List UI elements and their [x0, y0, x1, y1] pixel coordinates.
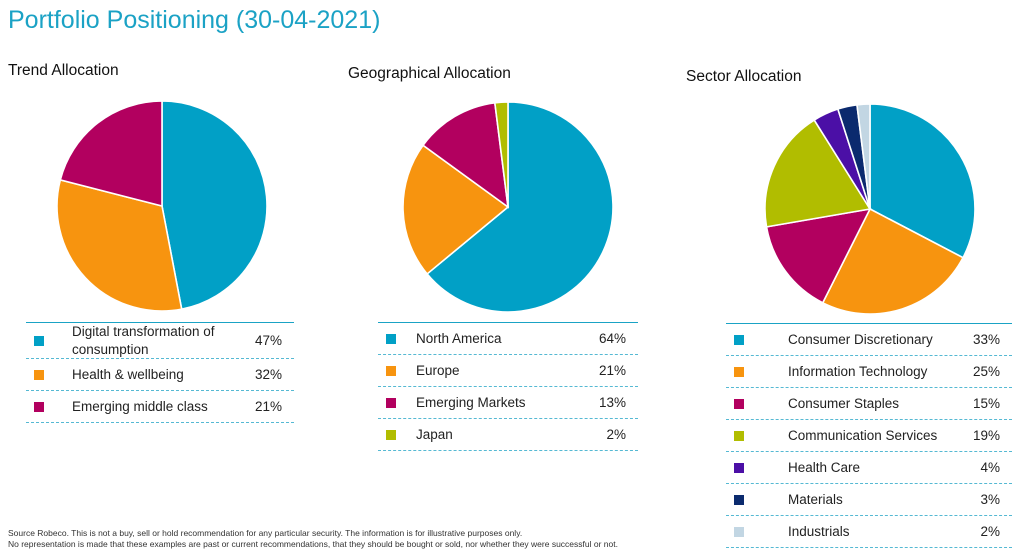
legend-label: Europe: [416, 362, 460, 378]
legend-swatch: [734, 462, 744, 473]
legend-label: Materials: [788, 491, 843, 507]
legend-value: 3%: [980, 492, 1000, 507]
legend-row: Information Technology 25%: [726, 356, 1012, 388]
pie-slice-consumer-staples: [765, 207, 872, 304]
pie-slice-emerging-middle-class: [59, 100, 163, 208]
legend-value: 21%: [598, 363, 626, 378]
legend-value: 19%: [972, 428, 1000, 443]
legend-label: Emerging middle class: [72, 398, 208, 414]
pie-slice-digital-transformation-of-consumption: [161, 100, 268, 311]
legend-value: 2%: [606, 427, 626, 442]
legend-swatch: [734, 430, 744, 441]
legend-swatch: [734, 398, 744, 409]
pie-slice-emerging-markets: [421, 101, 510, 209]
disclaimer-line-1: Source Robeco. This is not a buy, sell o…: [8, 528, 523, 538]
legend-label: Information Technology: [788, 363, 928, 379]
legend-label: Health Care: [788, 459, 861, 475]
pie-slice-north-america: [425, 101, 614, 313]
legend-swatch: [386, 365, 396, 376]
legend-value: 15%: [972, 396, 1000, 411]
legend-value: 32%: [254, 367, 282, 382]
sector-allocation-title: Sector Allocation: [686, 68, 802, 85]
legend-label: Consumer Staples: [788, 395, 900, 411]
legend-swatch: [386, 429, 396, 440]
legend-row: Digital transformation of consumption 47%: [26, 323, 294, 359]
legend-label: Digital transformation of consumption: [72, 323, 215, 357]
legend-swatch: [34, 369, 44, 380]
legend-swatch: [734, 366, 744, 377]
legend-swatch: [734, 334, 744, 345]
legend-row: Communication Services 19%: [726, 420, 1012, 452]
legend-label: North America: [416, 330, 502, 346]
legend-swatch: [34, 401, 44, 412]
legend-swatch: [734, 494, 744, 505]
legend-label: Emerging Markets: [416, 394, 526, 410]
disclaimer-line-2: No representation is made that these exa…: [8, 539, 618, 549]
legend-row: Japan 2%: [378, 419, 638, 451]
legend-swatch: [386, 333, 396, 344]
sector-allocation-legend: Consumer Discretionary 33% Information Tec…: [726, 323, 1012, 548]
page-title: Portfolio Positioning (30-04-2021): [8, 6, 381, 34]
legend-row: North America 64%: [378, 323, 638, 355]
legend-row: Consumer Discretionary 33%: [726, 324, 1012, 356]
legend-label: Industrials: [788, 523, 850, 539]
trend-allocation-legend: Digital transformation of consumption 47%…: [26, 322, 294, 423]
pie-slice-health-wellbeing: [56, 178, 183, 312]
legend-row: Emerging Markets 13%: [378, 387, 638, 419]
trend-allocation-title: Trend Allocation: [8, 62, 119, 79]
legend-row: Materials 3%: [726, 484, 1012, 516]
legend-value: 4%: [980, 460, 1000, 475]
legend-swatch: [34, 335, 44, 346]
pie-slice-consumer-discretionary: [869, 103, 976, 259]
legend-label: Consumer Discretionary: [788, 331, 933, 347]
legend-swatch: [734, 526, 744, 537]
disclaimer: Source Robeco. This is not a buy, sell o…: [8, 528, 618, 550]
geographical-allocation-pie: [402, 101, 614, 313]
legend-label: Communication Services: [788, 427, 938, 443]
legend-value: 33%: [972, 332, 1000, 347]
legend-value: 2%: [980, 524, 1000, 539]
pie-slice-europe: [402, 144, 510, 276]
legend-row: Health & wellbeing 32%: [26, 359, 294, 391]
legend-value: 21%: [254, 399, 282, 414]
legend-label: Health & wellbeing: [72, 366, 184, 382]
legend-value: 64%: [598, 331, 626, 346]
legend-row: Europe 21%: [378, 355, 638, 387]
geographical-allocation-legend: North America 64% Europe 21% Emerging Market…: [378, 322, 638, 451]
sector-allocation-pie: [764, 103, 976, 315]
pie-slice-information-technology: [821, 207, 965, 315]
legend-swatch: [386, 397, 396, 408]
legend-row: Consumer Staples 15%: [726, 388, 1012, 420]
legend-value: 47%: [254, 333, 282, 348]
legend-value: 13%: [598, 395, 626, 410]
pie-slice-industrials: [856, 103, 871, 210]
pie-slice-japan: [493, 101, 509, 208]
legend-value: 25%: [972, 364, 1000, 379]
legend-row: Health Care 4%: [726, 452, 1012, 484]
geographical-allocation-title: Geographical Allocation: [348, 65, 511, 82]
pie-slice-communication-services: [764, 118, 872, 228]
trend-allocation-pie: [56, 100, 268, 312]
legend-row: Industrials 2%: [726, 516, 1012, 548]
legend-row: Emerging middle class 21%: [26, 391, 294, 423]
legend-label: Japan: [416, 426, 453, 442]
